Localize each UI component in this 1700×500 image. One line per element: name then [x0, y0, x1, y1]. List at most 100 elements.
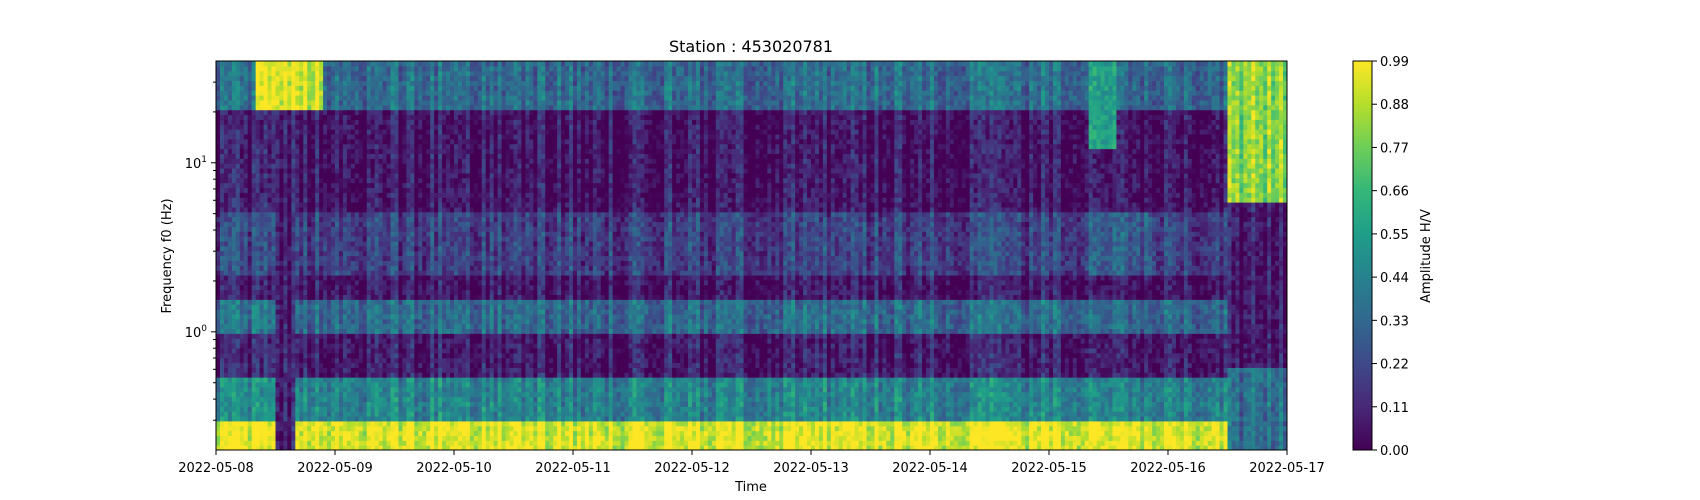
- heatmap-cell: [418, 420, 423, 427]
- heatmap-cell: [255, 153, 261, 159]
- heatmap-cell: [327, 143, 332, 150]
- heatmap-cell: [263, 270, 269, 276]
- heatmap-cell: [279, 294, 285, 300]
- heatmap-cell: [430, 192, 435, 198]
- heatmap-cell: [267, 396, 273, 402]
- heatmap-cell: [227, 124, 233, 130]
- heatmap-cell: [402, 284, 407, 291]
- heatmap-cell: [414, 182, 419, 189]
- heatmap-cell: [398, 304, 404, 310]
- heatmap-cell: [338, 192, 344, 198]
- heatmap-cell: [283, 411, 288, 417]
- heatmap-cell: [358, 328, 364, 334]
- heatmap-cell: [354, 391, 360, 398]
- heatmap-cell: [319, 367, 324, 373]
- heatmap-cell: [446, 362, 451, 368]
- heatmap-cell: [239, 401, 245, 407]
- heatmap-cell: [291, 284, 296, 291]
- heatmap-cell: [422, 114, 427, 120]
- heatmap-cell: [358, 367, 364, 373]
- heatmap-cell: [446, 177, 451, 184]
- heatmap-cell: [287, 114, 292, 120]
- heatmap-cell: [350, 70, 356, 77]
- heatmap-cell: [291, 109, 296, 116]
- heatmap-cell: [386, 381, 392, 388]
- heatmap-cell: [303, 445, 308, 450]
- heatmap-cell: [247, 279, 253, 286]
- heatmap-cell: [275, 80, 281, 86]
- heatmap-cell: [263, 197, 269, 203]
- heatmap-cell: [219, 114, 225, 120]
- heatmap-cell: [227, 61, 233, 67]
- heatmap-cell: [406, 396, 411, 402]
- heatmap-cell: [366, 65, 372, 72]
- heatmap-cell: [255, 231, 261, 237]
- heatmap-cell: [426, 396, 431, 402]
- heatmap-cell: [323, 138, 328, 145]
- heatmap-cell: [335, 338, 340, 344]
- heatmap-cell: [323, 440, 328, 446]
- heatmap-cell: [362, 362, 368, 368]
- heatmap-cell: [394, 299, 400, 305]
- heatmap-cell: [374, 430, 380, 437]
- heatmap-cell: [231, 265, 237, 271]
- heatmap-cell: [410, 299, 415, 305]
- heatmap-cell: [335, 61, 340, 67]
- heatmap-cell: [362, 294, 368, 300]
- heatmap-cell: [311, 221, 316, 227]
- heatmap-cell: [303, 250, 308, 257]
- heatmap-cell: [315, 323, 320, 330]
- heatmap-cell: [362, 70, 368, 77]
- heatmap-cell: [346, 197, 352, 203]
- heatmap-cell: [271, 430, 277, 437]
- heatmap-cell: [454, 143, 459, 150]
- heatmap-cell: [335, 401, 340, 407]
- heatmap-cell: [338, 231, 344, 237]
- heatmap-cell: [378, 367, 384, 373]
- heatmap-cell: [354, 231, 360, 237]
- heatmap-cell: [402, 347, 407, 354]
- heatmap-cell: [342, 260, 348, 266]
- heatmap-cell: [442, 318, 447, 325]
- heatmap-cell: [247, 396, 253, 402]
- heatmap-cell: [247, 99, 253, 106]
- heatmap-cell: [354, 381, 360, 388]
- heatmap-cell: [414, 372, 419, 378]
- heatmap-cell: [303, 435, 308, 441]
- heatmap-cell: [263, 240, 269, 247]
- heatmap-cell: [275, 396, 281, 402]
- heatmap-cell: [331, 425, 336, 432]
- heatmap-cell: [366, 284, 372, 291]
- heatmap-cell: [382, 129, 388, 135]
- heatmap-cell: [323, 177, 328, 184]
- heatmap-cell: [338, 133, 344, 140]
- heatmap-cell: [402, 381, 407, 388]
- heatmap-cell: [235, 435, 241, 441]
- heatmap-cell: [410, 192, 415, 198]
- heatmap-cell: [307, 318, 312, 325]
- heatmap-cell: [461, 440, 467, 446]
- heatmap-cell: [438, 289, 443, 295]
- heatmap-cell: [267, 255, 273, 261]
- heatmap-cell: [390, 65, 396, 72]
- heatmap-cell: [438, 343, 443, 349]
- heatmap-cell: [370, 435, 376, 441]
- heatmap-cell: [354, 143, 360, 150]
- heatmap-cell: [219, 250, 225, 257]
- heatmap-cell: [323, 192, 328, 198]
- heatmap-cell: [259, 206, 265, 213]
- heatmap-cell: [259, 284, 265, 291]
- heatmap-cell: [303, 401, 308, 407]
- heatmap-cell: [342, 70, 348, 77]
- heatmap-cell: [398, 250, 404, 257]
- heatmap-cell: [291, 70, 296, 77]
- heatmap-cell: [446, 153, 451, 159]
- heatmap-cell: [239, 236, 245, 242]
- heatmap-cell: [299, 343, 304, 349]
- heatmap-cell: [251, 415, 257, 422]
- heatmap-cell: [450, 143, 455, 150]
- heatmap-cell: [414, 255, 419, 261]
- heatmap-cell: [402, 75, 407, 82]
- heatmap-cell: [414, 158, 419, 164]
- heatmap-cell: [414, 318, 419, 325]
